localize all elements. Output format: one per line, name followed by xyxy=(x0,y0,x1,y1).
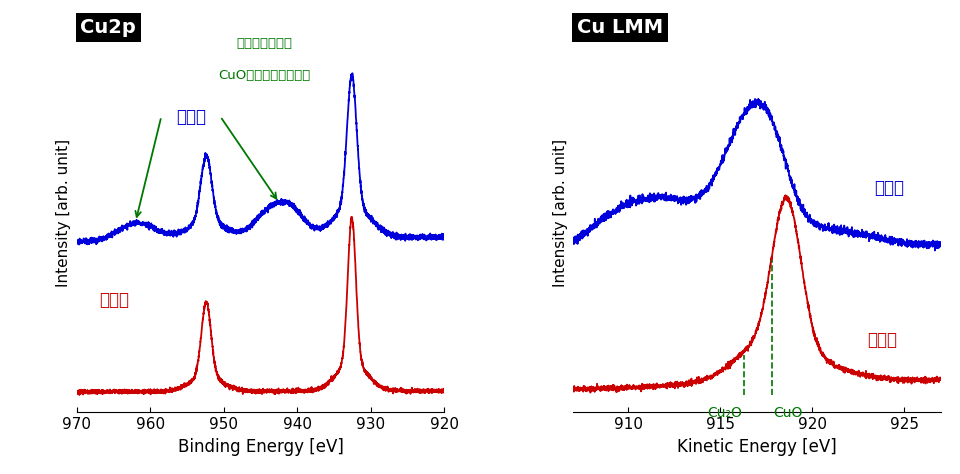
X-axis label: Binding Energy [eV]: Binding Energy [eV] xyxy=(178,438,344,456)
Text: 加熱後: 加熱後 xyxy=(99,291,129,309)
Text: CuO: CuO xyxy=(774,406,803,419)
Text: CuOサテライトピーク: CuOサテライトピーク xyxy=(218,69,310,82)
Y-axis label: Intensity [arb. unit]: Intensity [arb. unit] xyxy=(57,139,71,287)
Y-axis label: Intensity [arb. unit]: Intensity [arb. unit] xyxy=(553,139,567,287)
Text: 電荷移動に伴う: 電荷移動に伴う xyxy=(236,37,292,50)
Text: Cu₂O: Cu₂O xyxy=(708,406,742,419)
Text: Cu2p: Cu2p xyxy=(81,18,136,37)
Text: Cu LMM: Cu LMM xyxy=(577,18,663,37)
Text: 加熱前: 加熱前 xyxy=(176,108,206,126)
Text: 加熱前: 加熱前 xyxy=(875,179,904,197)
Text: 加熱後: 加熱後 xyxy=(867,331,898,349)
X-axis label: Kinetic Energy [eV]: Kinetic Energy [eV] xyxy=(677,438,837,456)
